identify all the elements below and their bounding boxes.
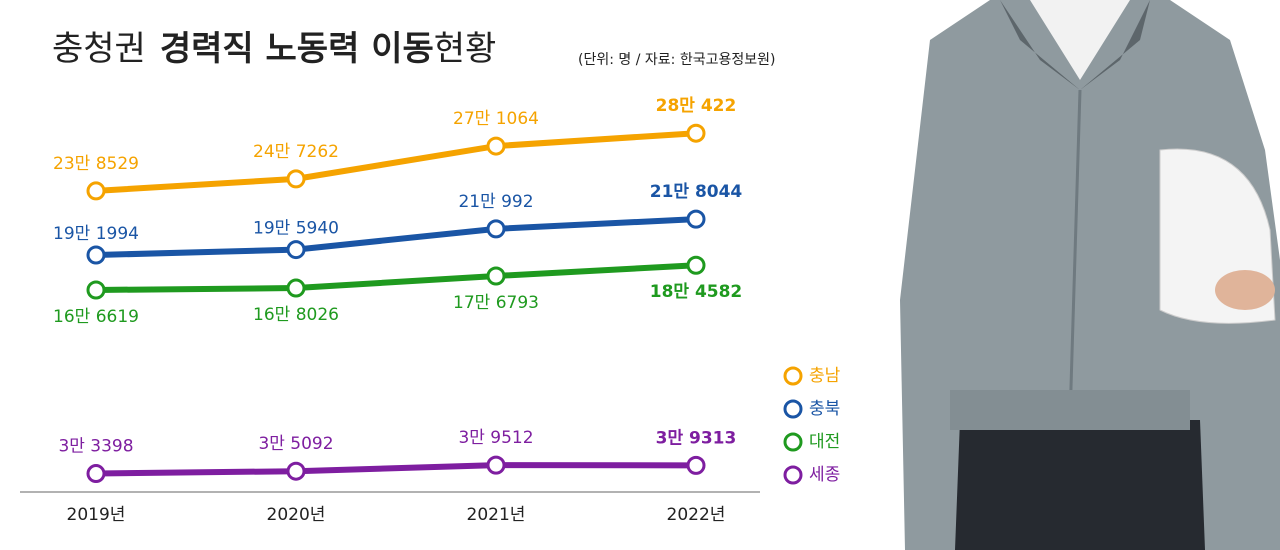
chart-title: 충청권 경력직 노동력 이동현황 (52, 29, 496, 69)
subtitle: (단위: 명 / 자료: 한국고용정보원) (578, 52, 775, 68)
legend-label: 대전 (809, 432, 840, 452)
x-tick-label: 2022년 (667, 505, 726, 525)
point (286, 461, 306, 481)
point (286, 240, 306, 260)
point (86, 464, 106, 484)
value-label: 3만 5092 (258, 434, 333, 454)
x-tick-label: 2021년 (467, 505, 526, 525)
point (286, 278, 306, 298)
point (286, 169, 306, 189)
point (86, 280, 106, 300)
value-label: 19만 5940 (253, 219, 339, 239)
point (86, 245, 106, 265)
value-label: 23만 8529 (53, 154, 139, 174)
worker-photo (880, 0, 1280, 550)
point (486, 136, 506, 156)
point (686, 255, 706, 275)
point (486, 266, 506, 286)
line (95, 216, 697, 259)
legend-label: 세종 (809, 465, 840, 485)
value-label: 3만 3398 (58, 437, 133, 457)
title-part: 현황 (434, 29, 497, 69)
value-label: 17만 6793 (453, 293, 539, 313)
value-label: 21만 8044 (650, 182, 743, 202)
value-label: 16만 8026 (253, 305, 339, 325)
value-label: 16만 6619 (53, 307, 139, 327)
title-part: 충청권 (52, 29, 146, 69)
point (486, 219, 506, 239)
value-label: 21만 992 (458, 192, 533, 212)
point (686, 123, 706, 143)
legend-marker (783, 432, 803, 452)
legend-label: 충남 (809, 366, 841, 386)
line (95, 130, 697, 194)
value-label: 28만 422 (656, 96, 737, 116)
point (486, 455, 506, 475)
legend-marker (783, 465, 803, 485)
legend-marker (783, 366, 803, 386)
line (95, 262, 697, 293)
point (686, 455, 706, 475)
legend-marker (783, 399, 803, 419)
value-label: 18만 4582 (650, 282, 743, 302)
line (95, 462, 697, 477)
value-label: 3만 9313 (656, 428, 737, 448)
legend-label: 충북 (809, 399, 840, 419)
x-tick-label: 2019년 (67, 505, 126, 525)
value-label: 19만 1994 (53, 224, 139, 244)
x-tick-label: 2020년 (267, 505, 326, 525)
point (686, 209, 706, 229)
title-part: 경력직 노동력 이동 (160, 29, 434, 69)
value-label: 3만 9512 (458, 428, 533, 448)
point (86, 181, 106, 201)
value-label: 24만 7262 (253, 142, 339, 162)
value-label: 27만 1064 (453, 109, 539, 129)
